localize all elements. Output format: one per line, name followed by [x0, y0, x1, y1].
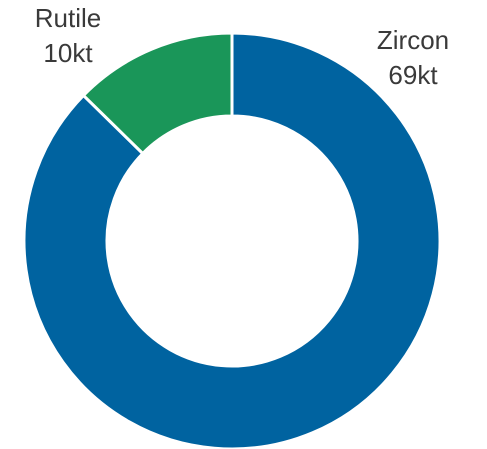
donut-segment — [22, 31, 442, 449]
segment-label: Rutile — [35, 3, 101, 33]
donut-segment — [81, 31, 234, 156]
value-label: 69kt — [388, 60, 438, 90]
segment-label: Zircon — [377, 25, 449, 55]
value-label: 10kt — [43, 38, 93, 68]
